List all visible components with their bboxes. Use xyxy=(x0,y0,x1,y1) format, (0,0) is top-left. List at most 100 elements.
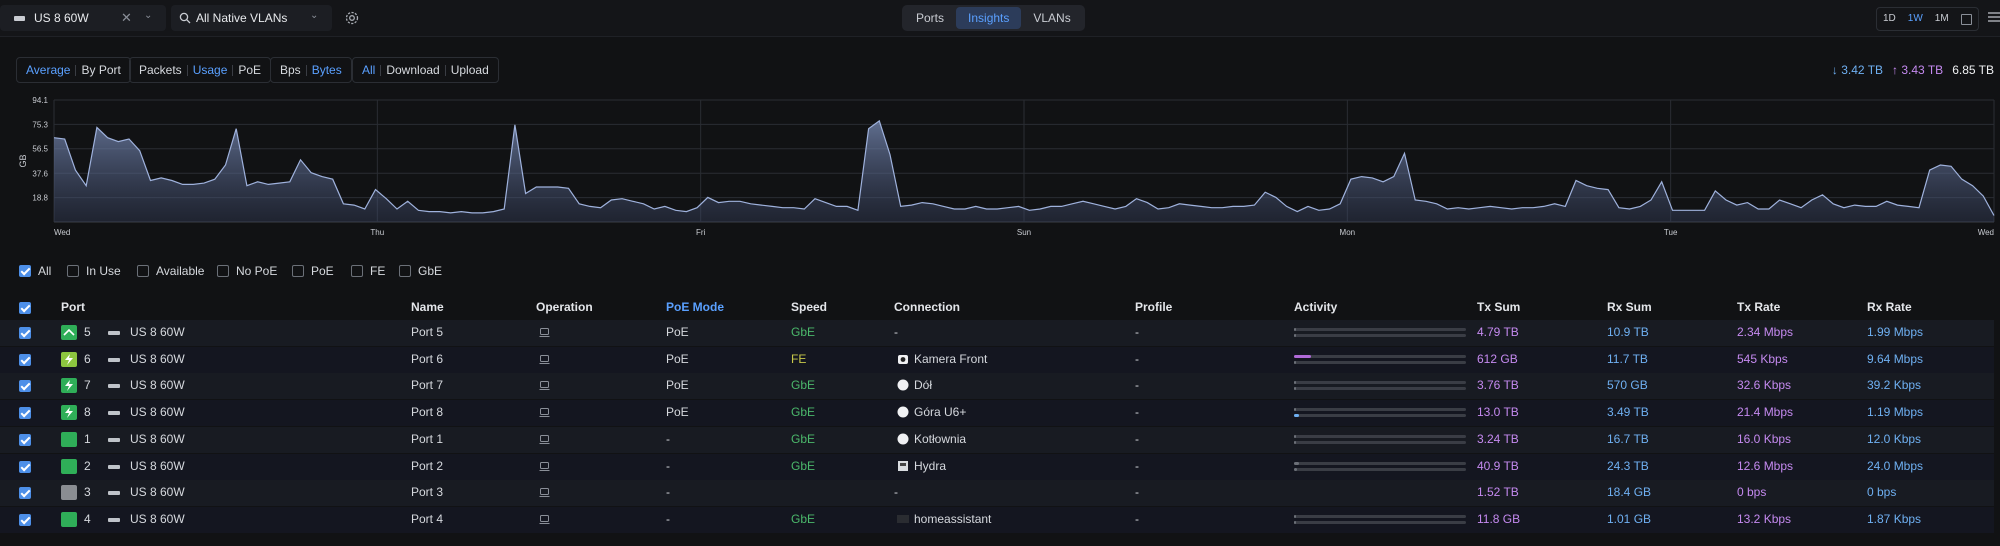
filter-poe[interactable]: PoE xyxy=(292,264,334,278)
table-row[interactable]: 6 US 8 60W Port 6 PoE FE Kamera Front - 612 GB 1… xyxy=(0,346,1994,373)
table-row[interactable]: 7 US 8 60W Port 7 PoE GbE Dół - 3.76 TB 570 GB 32… xyxy=(0,373,1994,400)
metric-usage[interactable]: Usage xyxy=(192,63,228,77)
activity-bars xyxy=(1294,434,1466,445)
table-row[interactable]: 2 US 8 60W Port 2 - GbE Hydra - 40.9 TB 24.3 TB 1… xyxy=(0,453,1994,480)
checkbox[interactable] xyxy=(137,265,149,277)
divider xyxy=(75,64,77,76)
rx-sum: 3.49 TB xyxy=(1607,405,1649,420)
connection-name[interactable]: Kamera Front xyxy=(914,351,988,366)
metric-packets[interactable]: Packets xyxy=(139,63,182,77)
connection-name[interactable]: Kotłownia xyxy=(914,431,967,446)
unit-bytes[interactable]: Bytes xyxy=(311,63,342,77)
checkbox[interactable] xyxy=(351,265,363,277)
usage-chart: 18.8 37.6 56.5 75.3 94.1 GB Wed Thu Fri Sun Mon Tue… xyxy=(18,96,1995,237)
connection-name[interactable]: Hydra xyxy=(914,458,947,473)
ap-icon xyxy=(897,379,909,391)
col-profile[interactable]: Profile xyxy=(1135,300,1173,314)
top-bar: US 8 60W ✕ ⌄ All Native VLANs ⌄ Ports In… xyxy=(0,0,2000,37)
connection-name: - xyxy=(894,485,898,500)
row-checkbox[interactable] xyxy=(19,487,31,500)
row-checkbox[interactable] xyxy=(19,327,31,339)
row-checkbox[interactable] xyxy=(19,380,31,393)
series-line xyxy=(53,119,1995,216)
filter-gbe[interactable]: GbE xyxy=(399,264,442,278)
poe-mode: PoE xyxy=(666,351,689,366)
view-by-port[interactable]: By Port xyxy=(81,63,121,77)
port-status-icon xyxy=(61,431,77,447)
col-tx-rate[interactable]: Tx Rate xyxy=(1737,300,1781,314)
col-name[interactable]: Name xyxy=(411,300,444,314)
checkbox[interactable] xyxy=(217,265,229,277)
row-checkbox[interactable] xyxy=(19,353,31,366)
filter-no-poe[interactable]: No PoE xyxy=(217,264,277,278)
server-icon xyxy=(897,460,909,472)
filter-fe[interactable]: FE xyxy=(351,264,385,278)
col-operation[interactable]: Operation xyxy=(536,300,593,314)
link-speed: GbE xyxy=(791,431,816,446)
gear-icon[interactable] xyxy=(344,10,360,26)
col-connection[interactable]: Connection xyxy=(894,300,960,314)
range-1m[interactable]: 1M xyxy=(1934,13,1949,24)
col-speed[interactable]: Speed xyxy=(791,300,828,314)
tab-ports[interactable]: Ports xyxy=(916,11,945,25)
table-row[interactable]: 3 US 8 60W Port 3 - - - 1.52 TB 18.4 GB 0 bps 0 b… xyxy=(0,480,1994,507)
connection-name[interactable]: Góra U6+ xyxy=(914,405,967,420)
range-1d[interactable]: 1D xyxy=(1883,13,1896,24)
device-name: US 8 60W xyxy=(34,11,89,25)
filter-label: No PoE xyxy=(236,264,278,278)
col-activity[interactable]: Activity xyxy=(1294,300,1338,314)
checkbox[interactable] xyxy=(399,265,411,277)
tx-sum: 11.8 GB xyxy=(1477,511,1521,526)
divider xyxy=(305,64,307,76)
connection-name[interactable]: Dół xyxy=(914,378,933,393)
filter-available[interactable]: Available xyxy=(137,264,204,278)
col-rx-rate[interactable]: Rx Rate xyxy=(1867,300,1912,314)
table-row[interactable]: 1 US 8 60W Port 1 - GbE Kotłownia - 3.24 TB 16.7… xyxy=(0,426,1994,453)
row-checkbox[interactable] xyxy=(19,407,31,420)
tab-vlans[interactable]: VLANs xyxy=(1033,11,1071,25)
select-all-checkbox[interactable] xyxy=(19,302,31,314)
col-rx-sum[interactable]: Rx Sum xyxy=(1607,300,1652,314)
col-port[interactable]: Port xyxy=(61,300,85,314)
dir-all[interactable]: All xyxy=(362,63,376,77)
dir-download[interactable]: Download xyxy=(386,63,440,77)
range-1w[interactable]: 1W xyxy=(1907,13,1923,24)
device-selector[interactable]: US 8 60W ✕ ⌄ xyxy=(0,5,166,31)
row-checkbox[interactable] xyxy=(19,513,31,526)
table-header: Port Name Operation PoE Mode Speed Conne… xyxy=(0,300,2000,316)
connection-name[interactable]: homeassistant xyxy=(914,511,992,526)
vlan-selector[interactable]: All Native VLANs ⌄ xyxy=(171,5,332,31)
calendar-icon[interactable] xyxy=(1960,13,1972,25)
tab-insights[interactable]: Insights xyxy=(956,7,1022,29)
col-tx-sum[interactable]: Tx Sum xyxy=(1477,300,1521,314)
rx-sum: 570 GB xyxy=(1607,378,1648,393)
clear-icon[interactable]: ✕ xyxy=(121,10,132,25)
port-status-icon xyxy=(61,405,77,421)
checkbox[interactable] xyxy=(292,265,304,277)
row-checkbox[interactable] xyxy=(19,460,31,473)
col-poe-mode[interactable]: PoE Mode xyxy=(666,300,725,314)
unit-bps[interactable]: Bps xyxy=(280,63,301,77)
table-row[interactable]: 5 US 8 60W Port 5 PoE GbE - - 4.79 TB 10.9 TB 2.3… xyxy=(0,320,1994,346)
table-row[interactable]: 4 US 8 60W Port 4 - GbE homeassistant - 11.8 GB… xyxy=(0,506,1994,533)
poe-mode: - xyxy=(666,511,670,526)
chevron-down-icon[interactable]: ⌄ xyxy=(144,10,153,21)
rx-activity-bar xyxy=(1294,520,1466,524)
list-settings-icon[interactable] xyxy=(1988,11,2000,23)
divider xyxy=(380,64,382,76)
activity-bars xyxy=(1294,328,1466,338)
row-checkbox[interactable] xyxy=(19,433,31,446)
filter-all[interactable]: All xyxy=(19,264,51,278)
metric-poe[interactable]: PoE xyxy=(238,63,262,77)
tx-sum: 3.76 TB xyxy=(1477,378,1519,393)
filter-in-use[interactable]: In Use xyxy=(67,264,121,278)
dir-upload[interactable]: Upload xyxy=(450,63,489,77)
filter-label: FE xyxy=(370,264,386,278)
link-speed: GbE xyxy=(791,458,816,473)
checkbox[interactable] xyxy=(19,265,31,277)
checkbox[interactable] xyxy=(67,265,79,277)
link-speed: FE xyxy=(791,351,807,366)
view-average[interactable]: Average xyxy=(26,63,71,77)
table-row[interactable]: 8 US 8 60W Port 8 PoE GbE Góra U6+ - 13.0 TB 3.4… xyxy=(0,400,1994,427)
filter-label: PoE xyxy=(311,264,334,278)
